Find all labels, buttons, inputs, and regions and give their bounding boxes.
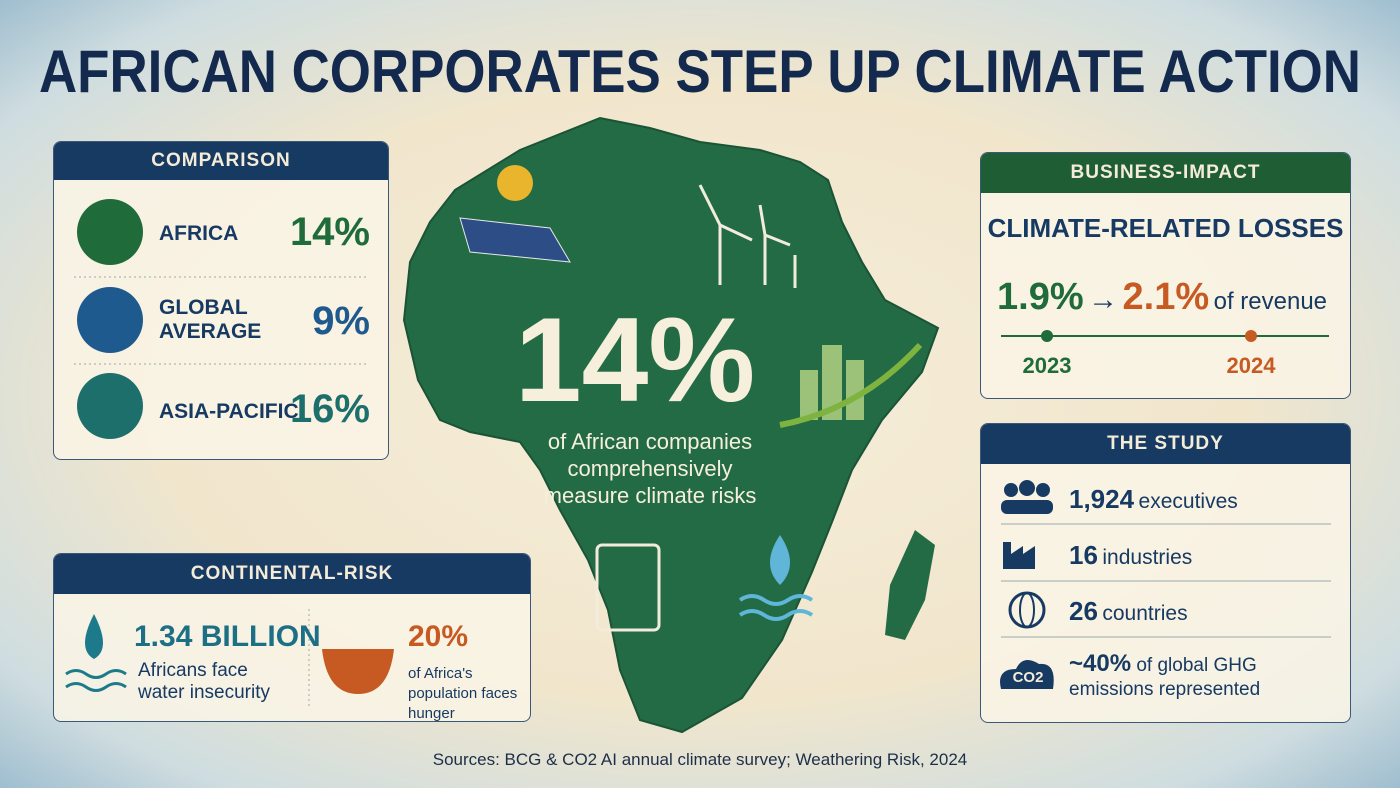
wind-turbines-icon bbox=[698, 184, 797, 288]
row-label: ASIA-PACIFIC bbox=[159, 400, 299, 423]
row-value: 16% bbox=[289, 387, 370, 431]
continental-risk-panel: CONTINENTAL-RISK 1.34 BILLION Africans f… bbox=[53, 553, 531, 722]
risk-value: 20% bbox=[408, 620, 469, 653]
people-icon bbox=[1001, 480, 1053, 514]
study-item: 26 countries bbox=[1069, 596, 1188, 627]
losses-row: 1.9% → 2.1% of revenue bbox=[997, 276, 1327, 319]
study-value: ~40% bbox=[1069, 650, 1132, 677]
timeline-dot bbox=[1041, 330, 1053, 342]
bowl-icon bbox=[322, 649, 394, 694]
year-label: 2024 bbox=[1226, 353, 1276, 378]
row-value: 14% bbox=[289, 210, 370, 254]
arrow: → bbox=[1088, 283, 1119, 316]
city-growth-icon bbox=[800, 345, 864, 420]
globe-lines bbox=[1019, 592, 1035, 628]
study-label: of global GHG emissions represented bbox=[1069, 655, 1261, 700]
row-value: 9% bbox=[312, 299, 370, 343]
panel-header: THE STUDY bbox=[981, 424, 1350, 464]
to-value: 2.1% bbox=[1122, 276, 1210, 318]
waves-icon bbox=[65, 669, 127, 692]
growth-arrow bbox=[779, 342, 923, 428]
comparison-icons bbox=[74, 199, 369, 439]
row-label: GLOBAL AVERAGE bbox=[159, 296, 262, 343]
solar-panel-icon bbox=[459, 217, 571, 263]
from-value: 1.9% bbox=[997, 276, 1084, 318]
globe-icon bbox=[77, 287, 143, 353]
co2-label: CO2 bbox=[1012, 669, 1044, 686]
center-value: 14% bbox=[514, 293, 756, 427]
waves-icon bbox=[738, 594, 814, 621]
comparison-panel: COMPARISON AFRICA 14% GLOBAL AVERAGE 9% … bbox=[53, 141, 389, 460]
globe-icon bbox=[1008, 591, 1046, 629]
madagascar bbox=[885, 530, 935, 640]
study-value: 16 bbox=[1069, 540, 1098, 570]
study-value: 26 bbox=[1069, 596, 1098, 626]
business-impact-panel: BUSINESS-IMPACT CLIMATE-RELATED LOSSES 1… bbox=[980, 152, 1351, 399]
timeline bbox=[1001, 330, 1329, 342]
sun-icon bbox=[497, 165, 533, 201]
risk-label: Africans face water insecurity bbox=[138, 660, 270, 703]
risk-icons bbox=[65, 609, 394, 709]
title: AFRICAN CORPORATES STEP UP CLIMATE ACTIO… bbox=[39, 38, 1361, 105]
study-item: ~40% of global GHG emissions represented bbox=[1069, 652, 1309, 702]
year-label: 2023 bbox=[1022, 353, 1072, 378]
risk-value: 1.34 BILLION bbox=[134, 620, 321, 653]
study-item: 1,924 executives bbox=[1069, 484, 1238, 515]
panel-header: BUSINESS-IMPACT bbox=[981, 153, 1350, 193]
study-item: 16 industries bbox=[1069, 540, 1192, 571]
study-panel: THE STUDY CO2 1,924 executives 16 indust… bbox=[980, 423, 1351, 723]
clipboard-icon bbox=[595, 543, 661, 632]
source-note: Sources: BCG & CO2 AI annual climate sur… bbox=[432, 750, 968, 769]
study-label: countries bbox=[1102, 602, 1188, 625]
study-label: industries bbox=[1102, 546, 1193, 569]
factory-icon bbox=[1003, 542, 1035, 569]
africa-map bbox=[402, 116, 940, 734]
risk-label: of Africa's population faces hunger bbox=[408, 665, 518, 722]
water-drop-icon bbox=[85, 614, 103, 659]
subtitle: CLIMATE-RELATED LOSSES bbox=[987, 213, 1344, 243]
panel-header: COMPARISON bbox=[54, 142, 388, 180]
center-caption: of African companies comprehensively mea… bbox=[543, 429, 757, 508]
study-icons bbox=[1000, 480, 1331, 689]
study-label: executives bbox=[1138, 490, 1238, 513]
africa-icon bbox=[77, 199, 143, 265]
study-value: 1,924 bbox=[1069, 484, 1135, 514]
timeline-dot bbox=[1245, 330, 1257, 342]
asia-icon bbox=[77, 373, 143, 439]
water-drop-icon bbox=[770, 535, 790, 585]
row-label: AFRICA bbox=[159, 222, 239, 245]
unit: of revenue bbox=[1213, 288, 1328, 315]
cloud-icon bbox=[1000, 660, 1054, 689]
panel-header: CONTINENTAL-RISK bbox=[54, 554, 530, 594]
